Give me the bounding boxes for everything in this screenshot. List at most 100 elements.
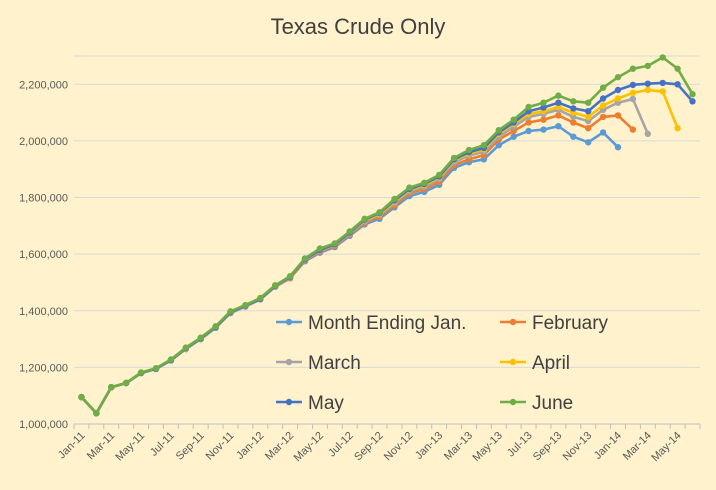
data-point [376,209,383,216]
data-point [555,99,562,106]
data-point [570,119,577,126]
data-point [614,74,622,81]
data-point [93,410,100,417]
data-point [644,86,651,94]
legend-item: June [500,393,573,414]
x-tick-label: Nov-12 [382,430,416,464]
data-point [570,133,577,140]
data-point [167,356,175,363]
y-tick-label: 1,000,000 [19,419,68,431]
data-point [659,54,666,61]
data-point [212,323,219,330]
data-point [689,91,696,98]
data-point [495,142,502,149]
data-point [674,125,681,132]
x-tick-label: Jan-11 [56,430,88,462]
chart-title: Texas Crude Only [271,14,446,39]
data-point [436,171,443,179]
x-tick-label: Mar-14 [621,430,654,463]
data-point [585,99,592,106]
legend-item: February [500,313,609,334]
x-tick-label: May-11 [113,430,147,464]
data-point [525,103,532,111]
data-point [346,228,353,235]
y-tick-label: 1,400,000 [19,306,68,318]
data-point [361,215,368,222]
y-tick-label: 1,800,000 [19,193,68,205]
legend-item: March [276,353,361,374]
data-point [137,369,145,376]
legend-item: May [276,393,344,414]
x-tick-label: Jan-14 [592,430,624,462]
data-point [570,98,577,105]
legend-label: June [532,393,573,414]
data-point [614,95,622,102]
data-point [301,255,309,262]
data-point [599,95,607,102]
data-point [391,195,398,203]
gridlines [74,55,700,425]
data-point [644,80,651,87]
legend: Month Ending Jan. February March April May Ju… [276,313,609,414]
data-point [421,179,428,186]
legend-swatch-marker [509,358,517,366]
legend-label: February [532,313,609,334]
x-tick-label: Mar-12 [263,430,296,463]
data-point [540,99,547,106]
data-point [674,81,681,88]
data-point [689,98,696,105]
data-point [78,393,85,401]
data-point [555,123,562,130]
data-point [242,301,249,309]
x-tick-label: Sep-11 [174,430,207,463]
data-point [316,245,324,252]
data-point [525,127,532,135]
data-point [540,116,547,123]
x-tick-label: Sep-12 [352,430,386,464]
x-tick-label: Nov-11 [204,430,237,463]
data-point [555,112,562,119]
y-tick-label: 2,200,000 [19,79,68,91]
data-point [510,116,517,123]
data-point [123,379,130,387]
data-point [614,86,622,94]
x-tick-label: Nov-13 [561,430,595,464]
y-tick-label: 1,600,000 [19,249,68,261]
data-point [406,184,413,191]
data-point [227,308,234,315]
series-line [80,88,679,415]
axes [73,423,701,429]
data-point [629,65,637,72]
data-point [152,365,160,372]
data-point [674,65,681,72]
data-point [510,133,517,140]
data-point [599,113,607,121]
legend-label: Month Ending Jan. [308,313,466,334]
data-point [599,129,607,136]
data-point [644,62,651,70]
legend-label: April [532,353,570,374]
data-point [629,81,637,89]
data-point [599,84,607,91]
legend-item: Month Ending Jan. [276,313,466,334]
data-point [585,139,592,146]
data-point [450,154,458,162]
x-tick-label: Mar-11 [85,430,118,463]
data-point [555,92,562,99]
data-point [272,282,279,289]
x-tick-label: Jul-11 [148,430,177,459]
series-layer [78,54,696,417]
data-point [286,273,294,280]
y-axis-tick-labels: 1,000,000 1,200,000 1,400,000 1,600,000 1,80… [19,79,68,431]
data-point [182,344,189,351]
x-tick-label: Jan-12 [234,430,266,462]
data-point [629,95,637,103]
x-tick-label: May-12 [292,430,326,464]
x-tick-label: May-14 [649,430,683,464]
data-point [525,119,532,126]
data-point [540,104,547,111]
data-point [644,130,651,137]
